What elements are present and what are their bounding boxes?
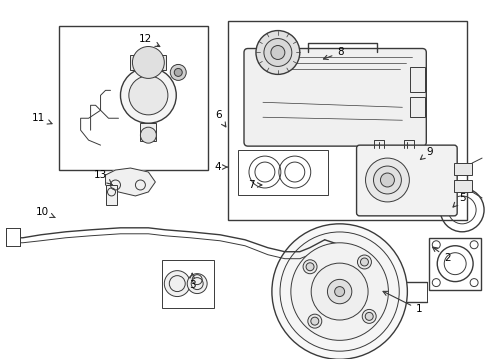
Bar: [409, 67, 425, 92]
Circle shape: [334, 287, 344, 297]
Bar: [453, 180, 471, 192]
Polygon shape: [105, 168, 155, 196]
Circle shape: [365, 312, 372, 320]
Bar: [453, 163, 471, 175]
Circle shape: [305, 263, 313, 271]
Circle shape: [187, 274, 207, 293]
Bar: [428, 238, 480, 289]
Bar: [162, 260, 214, 307]
Circle shape: [164, 271, 190, 297]
Circle shape: [170, 64, 186, 80]
Text: 1: 1: [382, 291, 422, 315]
Circle shape: [255, 31, 299, 75]
Text: 4: 4: [214, 162, 227, 172]
Text: 2: 2: [432, 247, 449, 263]
Circle shape: [128, 76, 167, 115]
Text: 9: 9: [420, 147, 432, 159]
Circle shape: [140, 127, 156, 143]
Text: 3: 3: [188, 274, 195, 289]
Circle shape: [365, 158, 408, 202]
Bar: [130, 55, 166, 71]
Circle shape: [132, 46, 164, 78]
Circle shape: [120, 67, 176, 123]
Bar: [59, 26, 208, 170]
Circle shape: [373, 166, 401, 194]
Circle shape: [357, 255, 371, 269]
Text: 8: 8: [323, 48, 343, 59]
Circle shape: [174, 68, 182, 76]
Bar: [6, 228, 20, 246]
Bar: [227, 21, 466, 220]
Text: 5: 5: [452, 193, 465, 207]
Text: 11: 11: [32, 113, 52, 124]
FancyBboxPatch shape: [244, 49, 426, 146]
Circle shape: [310, 317, 318, 325]
Bar: [105, 185, 117, 205]
FancyBboxPatch shape: [356, 145, 456, 216]
Text: 10: 10: [36, 207, 55, 217]
Bar: [238, 150, 327, 195]
Text: 7: 7: [247, 180, 262, 190]
Circle shape: [264, 39, 291, 67]
Circle shape: [360, 258, 367, 266]
Circle shape: [303, 260, 316, 274]
Circle shape: [380, 173, 394, 187]
Circle shape: [280, 232, 398, 351]
Circle shape: [270, 45, 285, 59]
Circle shape: [362, 309, 375, 323]
Text: 13: 13: [94, 170, 112, 185]
Circle shape: [307, 314, 321, 328]
Text: 6: 6: [214, 110, 225, 127]
Circle shape: [290, 243, 387, 340]
Circle shape: [271, 224, 407, 359]
Circle shape: [327, 279, 351, 304]
Text: 12: 12: [139, 33, 160, 46]
Bar: [140, 123, 156, 141]
Circle shape: [310, 263, 367, 320]
Bar: [409, 97, 425, 117]
